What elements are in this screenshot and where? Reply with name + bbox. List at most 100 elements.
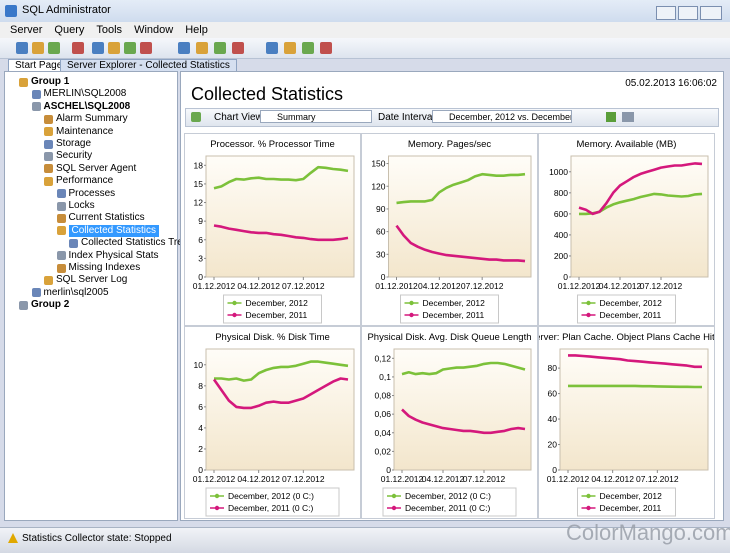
toolbar-button[interactable]	[266, 42, 278, 54]
window-title: SQL Administrator	[22, 4, 111, 16]
toolbar-button[interactable]	[72, 42, 84, 54]
x-tick-label: 07.12.2012	[282, 474, 325, 484]
legend-label: December, 2012	[246, 298, 309, 308]
menu-item[interactable]: Query	[54, 24, 85, 36]
chart: Memory. Pages/sec 0 30 60 90 120 150 01.12.2012…	[371, 139, 532, 324]
tree-item[interactable]: ASCHEL\SQL2008	[43, 100, 131, 112]
tree-item[interactable]: Maintenance	[56, 125, 114, 137]
tree-item[interactable]: SQL Server Log	[56, 274, 128, 286]
tree-icon	[56, 263, 66, 273]
legend	[400, 294, 499, 324]
toolbar-button[interactable]	[124, 42, 136, 54]
date-intervals-combo[interactable]: December, 2012 vs. December...	[432, 110, 572, 123]
legend-label: December, 2011	[423, 310, 485, 320]
tree-item[interactable]: MERLIN\SQL2008	[43, 88, 127, 100]
maximize-button[interactable]	[678, 6, 698, 20]
tree-item[interactable]: Storage	[56, 138, 92, 149]
chart-title: Physical Disk. Avg. Disk Queue Length	[367, 332, 531, 343]
tree-item[interactable]: Processes	[68, 187, 116, 199]
tree-icon	[44, 151, 53, 161]
tree-icon	[56, 213, 66, 223]
tree-item[interactable]: Collected Statistics	[68, 224, 159, 237]
toolbar-button[interactable]	[214, 42, 226, 54]
minimize-button[interactable]	[656, 6, 676, 20]
tree-icon	[69, 238, 78, 248]
x-tick-label: 01.12.2012	[375, 281, 418, 291]
tree-item[interactable]: Group 2	[31, 299, 70, 311]
toolbar-button[interactable]	[140, 42, 152, 54]
toolbar-button[interactable]	[32, 42, 44, 54]
toolbar-button[interactable]	[92, 42, 104, 54]
tree-item[interactable]: Security	[56, 150, 93, 162]
legend-marker	[214, 493, 220, 499]
y-tick-label: 80	[548, 363, 558, 373]
legend-marker	[409, 312, 414, 318]
tree-item[interactable]: Missing Indexes	[68, 262, 141, 273]
tree-item[interactable]: Alarm Summary	[56, 113, 128, 125]
watermark: ColorMango.com	[566, 520, 730, 545]
date-intervals-label: Date Intervals	[378, 112, 440, 123]
chart: Server: Plan Cache. Object Plans Cache H…	[529, 332, 724, 517]
tree-item[interactable]: Locks	[68, 200, 95, 211]
tree-item[interactable]: SQL Server Agent	[56, 162, 137, 174]
legend-label: December, 2012 (0 C:)	[405, 491, 491, 501]
tree-icon	[44, 139, 53, 149]
toolbar-button[interactable]	[284, 42, 296, 54]
toolbar-button[interactable]	[48, 42, 60, 54]
chart-grid: Processor. % Processor Time 0 3 6 9 12 15 18 01.…	[184, 133, 724, 519]
x-tick-label: 07.12.2012	[463, 474, 506, 484]
tab[interactable]: Server Explorer - Collected Statistics	[60, 59, 237, 72]
toolbar-button[interactable]	[108, 42, 120, 54]
toolbar-button[interactable]	[16, 42, 28, 54]
filter-button[interactable]	[606, 112, 616, 122]
menu-item[interactable]: Tools	[96, 24, 123, 36]
toolbar-button[interactable]	[232, 42, 244, 54]
title-bar: SQL Administrator	[0, 0, 730, 22]
y-tick-label: 60	[548, 389, 558, 399]
menu-item[interactable]: Window	[134, 24, 174, 36]
tree-item[interactable]: Performance	[56, 175, 114, 187]
print-button[interactable]	[622, 112, 634, 122]
chart-view-combo[interactable]: Summary	[260, 110, 372, 123]
legend-label: December, 2011	[600, 503, 662, 513]
x-tick-label: 01.12.2012	[558, 281, 601, 291]
menu-bar: Server Query Tools Window Help	[0, 22, 730, 38]
series-line	[401, 408, 526, 435]
legend-label: December, 2011 (0 C:)	[405, 503, 491, 513]
y-tick-label: 6	[198, 402, 203, 412]
tree-item[interactable]: Index Physical Stats	[68, 249, 159, 261]
toolbar-button[interactable]	[302, 42, 314, 54]
refresh-button[interactable]	[191, 112, 201, 122]
tree-icon	[44, 127, 53, 137]
legend-label: December, 2012	[600, 298, 663, 308]
chart-cell: Server: Plan Cache. Object Plans Cache H…	[529, 326, 724, 519]
toolbar-button[interactable]	[196, 42, 208, 54]
y-tick-label: 0,12	[374, 353, 391, 363]
chart-title: Memory. Pages/sec	[408, 139, 491, 150]
series-line	[568, 354, 702, 369]
x-tick-label: 07.12.2012	[640, 281, 683, 291]
tree-item[interactable]: merlin\sql2005	[43, 286, 109, 298]
tree-icon	[19, 77, 28, 87]
warning-icon	[8, 533, 18, 543]
tree-icon	[56, 201, 66, 211]
x-tick-label: 04.12.2012	[237, 474, 280, 484]
x-tick-label: 01.12.2012	[547, 474, 590, 484]
menu-item[interactable]: Help	[185, 24, 208, 36]
status-bar: Statistics Collector state: Stopped Colo…	[0, 520, 730, 553]
y-tick-label: 60	[376, 227, 386, 237]
legend-marker	[409, 300, 414, 306]
series-line	[401, 361, 526, 376]
x-tick-label: 01.12.2012	[193, 474, 236, 484]
y-tick-label: 0,04	[374, 428, 391, 438]
toolbar-button[interactable]	[178, 42, 190, 54]
toolbar-button[interactable]	[320, 42, 332, 54]
close-button[interactable]	[700, 6, 722, 20]
chart-cell: Memory. Pages/sec 0 30 60 90 120 150 01.12.2012…	[361, 133, 538, 326]
legend-marker	[586, 300, 591, 306]
menu-item[interactable]: Server	[10, 24, 43, 36]
plot-area	[570, 155, 709, 278]
tree-item[interactable]: Collected Statistics Trend	[81, 237, 194, 249]
tree-item[interactable]: Current Statistics	[68, 212, 145, 224]
tree-item[interactable]: Group 1	[31, 76, 70, 87]
